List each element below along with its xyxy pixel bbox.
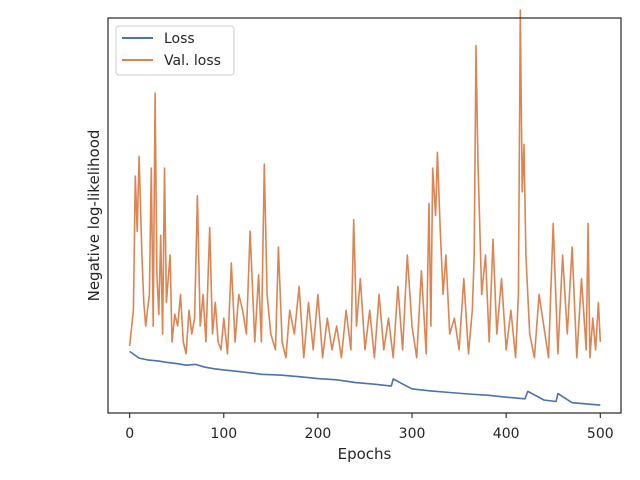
x-tick-label: 100 <box>210 426 237 442</box>
x-tick-label: 0 <box>125 426 134 442</box>
x-axis-label: Epochs <box>338 445 392 463</box>
x-tick-label: 200 <box>305 426 332 442</box>
y-axis-label: Negative log-likelihood <box>85 130 103 302</box>
series-line-val-loss <box>128 9 602 359</box>
legend-label-val-loss: Val. loss <box>164 53 221 69</box>
plot-frame <box>107 17 622 414</box>
series-layer <box>128 9 602 406</box>
legend: Loss Val. loss <box>115 25 235 76</box>
x-tick-label: 500 <box>587 426 614 442</box>
plot-background <box>108 18 621 413</box>
legend-label-loss: Loss <box>164 31 195 47</box>
x-ticks: 0 100 200 300 400 500 <box>125 413 614 442</box>
x-tick-label: 300 <box>399 426 426 442</box>
x-tick-label: 400 <box>493 426 520 442</box>
series-line-loss <box>129 350 601 406</box>
